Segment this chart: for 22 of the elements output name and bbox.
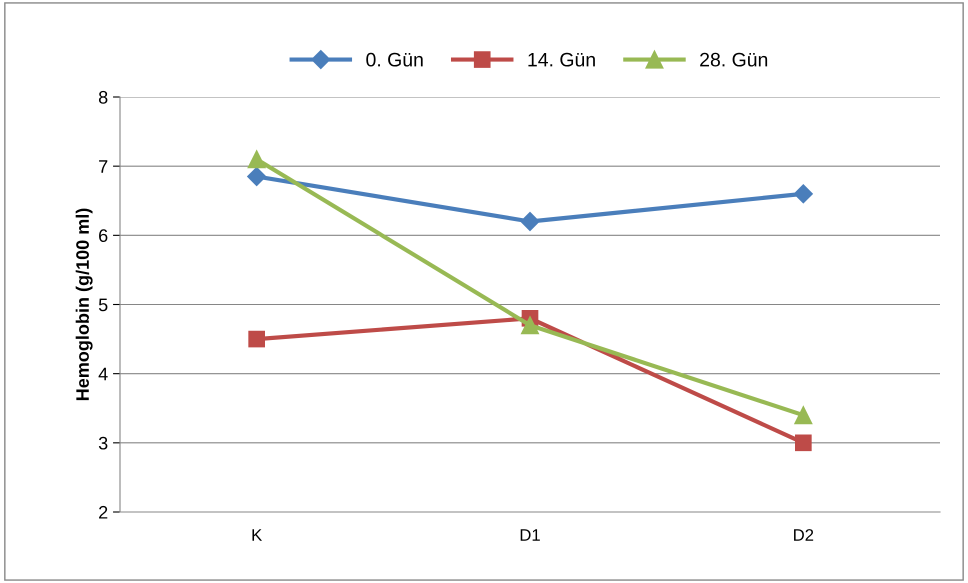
y-tick-label: 4 — [98, 368, 108, 380]
point — [795, 434, 812, 452]
y-tick-label: 8 — [98, 90, 108, 104]
y-tick-label: 6 — [99, 229, 108, 242]
legend-label: 0. Gün — [366, 52, 423, 67]
point — [520, 212, 540, 232]
point — [794, 184, 813, 204]
y-tick-label: 5 — [98, 298, 108, 312]
point — [247, 167, 266, 186]
legend-label: 28. Gün — [700, 52, 768, 67]
y-tick-label: 2 — [99, 506, 108, 519]
y-tick-label: 3 — [98, 436, 108, 450]
x-tick-label: D2 — [794, 529, 814, 541]
y-axis-title: Hemoglobin (g/100 ml) — [76, 208, 93, 400]
legend-label: 14. Gün — [528, 52, 595, 67]
point — [520, 316, 540, 334]
point — [248, 150, 266, 168]
point — [794, 406, 812, 424]
x-tick-label: D1 — [520, 529, 540, 541]
y-tick-label: 7 — [99, 160, 108, 173]
point — [248, 330, 265, 348]
x-tick-label: K — [252, 529, 262, 541]
